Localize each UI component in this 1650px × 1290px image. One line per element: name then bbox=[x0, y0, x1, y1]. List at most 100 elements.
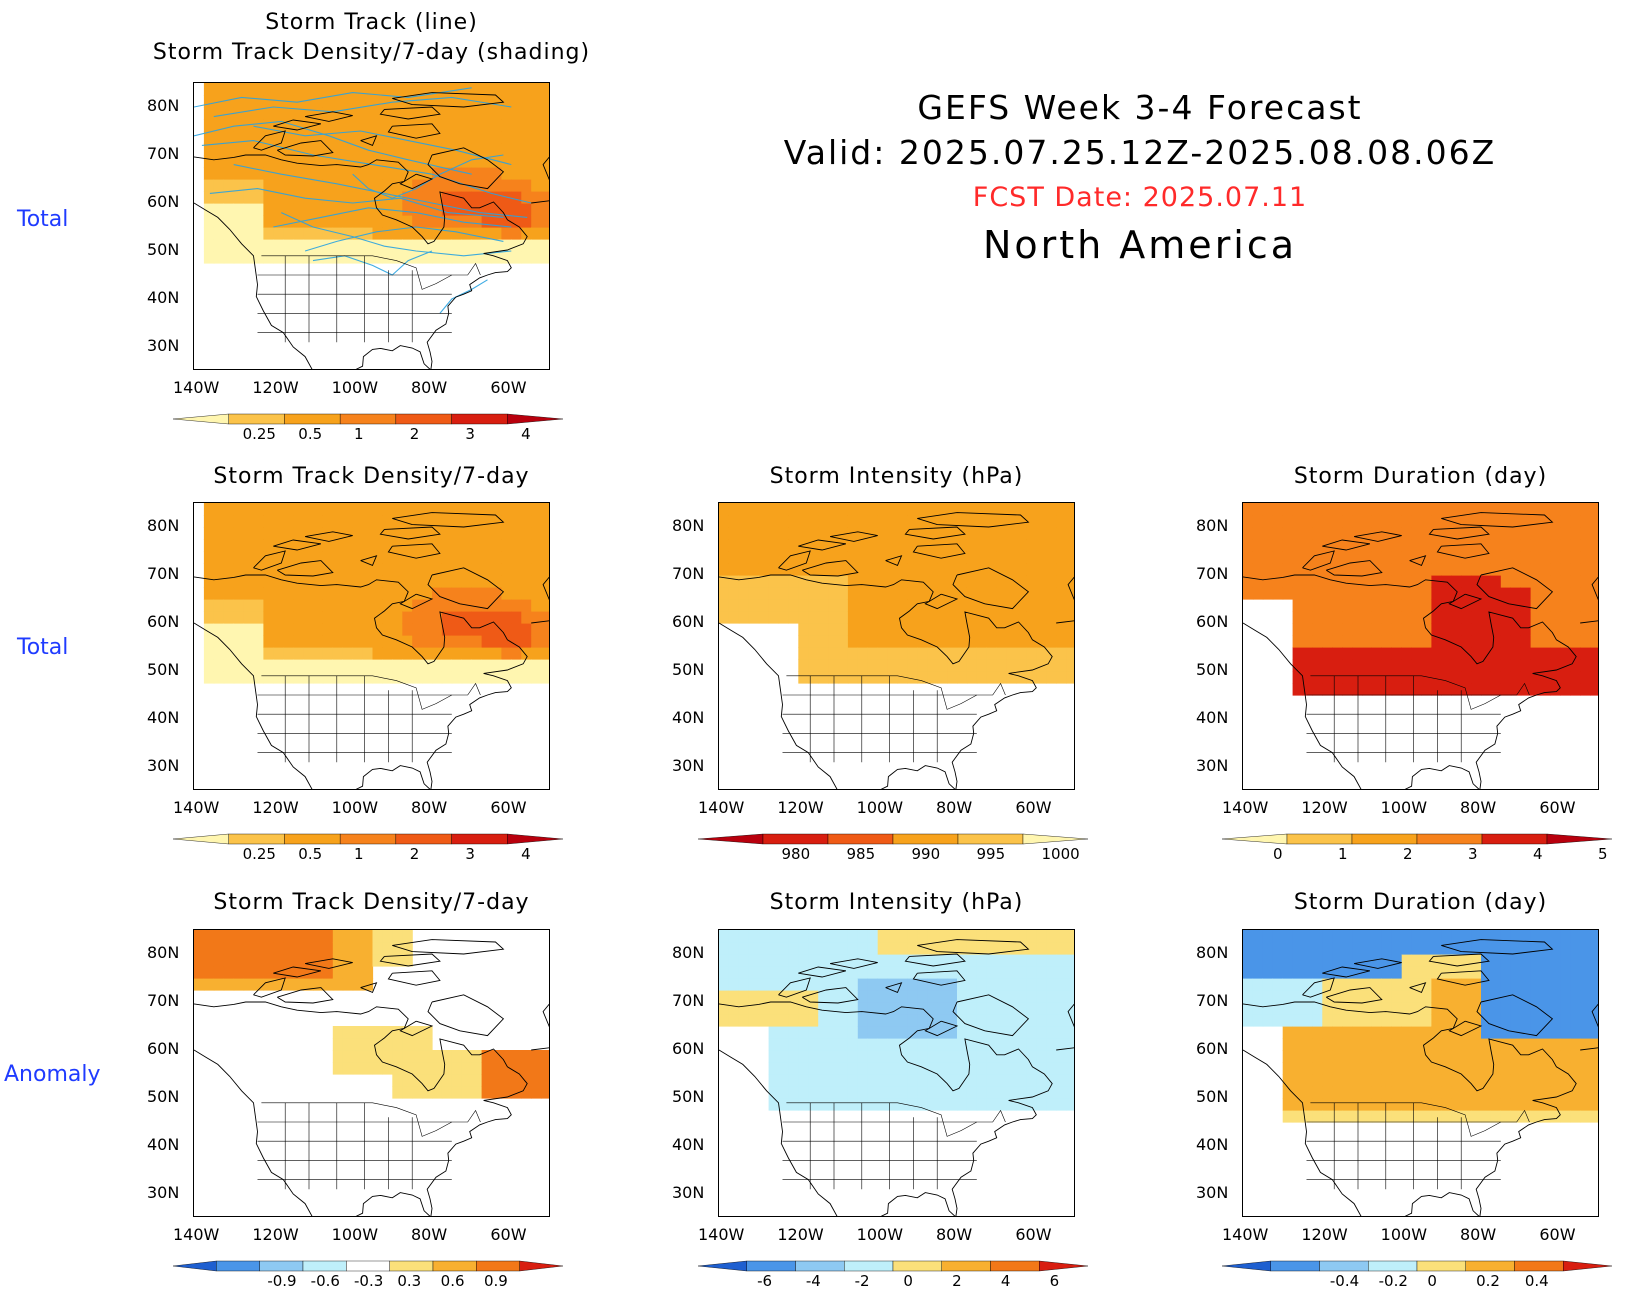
grid-cell bbox=[867, 539, 879, 552]
grid-cell bbox=[917, 587, 928, 600]
coastline-layer bbox=[719, 939, 1074, 1216]
grid-cell bbox=[907, 1098, 918, 1111]
grid-cell bbox=[788, 515, 799, 528]
grid-cell bbox=[927, 671, 938, 684]
grid-cell bbox=[917, 503, 928, 516]
grid-cell bbox=[273, 143, 284, 156]
map-svg bbox=[194, 930, 549, 1216]
grid-cell bbox=[1352, 1098, 1363, 1111]
grid-cell bbox=[808, 659, 819, 672]
grid-cell bbox=[818, 954, 829, 967]
grid-cell bbox=[412, 143, 423, 156]
grid-cell bbox=[947, 587, 958, 600]
grid-cell bbox=[1401, 587, 1413, 600]
grid-cell bbox=[1520, 515, 1532, 528]
grid-cell bbox=[1066, 503, 1074, 516]
grid-cell bbox=[897, 1002, 908, 1015]
grid-cell bbox=[233, 155, 245, 168]
grid-cell bbox=[491, 599, 502, 612]
grid-cell bbox=[273, 227, 284, 240]
grid-cell bbox=[481, 191, 493, 204]
grid-cell bbox=[461, 659, 473, 672]
grid-cell bbox=[422, 599, 433, 612]
grid-cell bbox=[1252, 942, 1264, 955]
grid-cell bbox=[1312, 539, 1323, 552]
grid-cell bbox=[1036, 635, 1047, 648]
grid-cell bbox=[778, 1026, 789, 1039]
grid-cell bbox=[867, 515, 879, 528]
grid-cell bbox=[808, 503, 819, 516]
grid-cell bbox=[728, 930, 740, 943]
grid-cell bbox=[1262, 978, 1274, 991]
grid-cell bbox=[857, 1026, 869, 1039]
grid-cell bbox=[511, 515, 522, 528]
grid-cell bbox=[501, 575, 512, 588]
grid-cell bbox=[927, 659, 938, 672]
grid-cell bbox=[798, 515, 809, 528]
grid-cell bbox=[223, 978, 235, 991]
grid-cell bbox=[253, 227, 264, 240]
grid-cell bbox=[877, 671, 889, 684]
grid-cell bbox=[976, 611, 988, 624]
grid-cell bbox=[342, 1050, 354, 1063]
grid-cell bbox=[471, 1062, 483, 1075]
grid-cell bbox=[1272, 563, 1284, 576]
grid-cell bbox=[1036, 978, 1047, 991]
grid-cell bbox=[382, 515, 393, 528]
grid-cell bbox=[1580, 611, 1591, 624]
grid-cell bbox=[1431, 1086, 1442, 1099]
grid-cell bbox=[867, 1014, 879, 1027]
grid-cell bbox=[253, 107, 264, 120]
grid-cell bbox=[966, 1062, 978, 1075]
grid-cell bbox=[1332, 1098, 1343, 1111]
grid-cell bbox=[937, 942, 948, 955]
grid-cell bbox=[1332, 1038, 1343, 1051]
grid-cell bbox=[867, 1062, 879, 1075]
grid-cell bbox=[362, 515, 374, 528]
colorbar-label: 2 bbox=[1403, 845, 1413, 863]
grid-cell bbox=[966, 966, 978, 979]
grid-cell bbox=[1302, 551, 1313, 564]
lon-tick-label: 100W bbox=[856, 1225, 904, 1244]
grid-cell bbox=[738, 563, 750, 576]
grid-cell bbox=[1550, 954, 1561, 967]
grid-cell bbox=[828, 930, 839, 943]
grid-cell bbox=[1560, 930, 1571, 943]
grid-cell bbox=[213, 563, 225, 576]
grid-cell bbox=[352, 515, 364, 528]
grid-cell bbox=[1550, 599, 1561, 612]
colorbar-swatch bbox=[259, 1260, 304, 1272]
grid-cell bbox=[441, 167, 453, 180]
grid-cell bbox=[1302, 954, 1313, 967]
grid-cell bbox=[1056, 942, 1067, 955]
grid-cell bbox=[838, 1038, 849, 1051]
grid-cell bbox=[1371, 978, 1383, 991]
grid-cell bbox=[531, 179, 542, 192]
grid-cell bbox=[203, 107, 215, 120]
grid-cell bbox=[243, 671, 255, 684]
grid-cell bbox=[1461, 1026, 1472, 1039]
grid-cell bbox=[1500, 527, 1512, 540]
grid-cell bbox=[1560, 659, 1571, 672]
grid-cell bbox=[808, 635, 819, 648]
grid-cell bbox=[253, 203, 264, 216]
grid-cell bbox=[541, 191, 549, 204]
grid-cell bbox=[828, 635, 839, 648]
grid-cell bbox=[1550, 978, 1561, 991]
grid-cell bbox=[1036, 1014, 1047, 1027]
grid-cell bbox=[1302, 1014, 1313, 1027]
grid-cell bbox=[1272, 942, 1284, 955]
grid-cell bbox=[1411, 683, 1423, 696]
grid-cell bbox=[1481, 1098, 1492, 1111]
grid-cell bbox=[1441, 551, 1452, 564]
grid-cell bbox=[1500, 1014, 1512, 1027]
grid-cell bbox=[1016, 623, 1027, 636]
grid-cell bbox=[233, 587, 245, 600]
grid-cell bbox=[966, 647, 978, 660]
grid-cell bbox=[1481, 623, 1492, 636]
grid-cell bbox=[738, 1014, 750, 1027]
grid-cell bbox=[243, 635, 255, 648]
grid-cell bbox=[1066, 647, 1074, 660]
grid-cell bbox=[1570, 978, 1581, 991]
grid-cell bbox=[1590, 623, 1598, 636]
